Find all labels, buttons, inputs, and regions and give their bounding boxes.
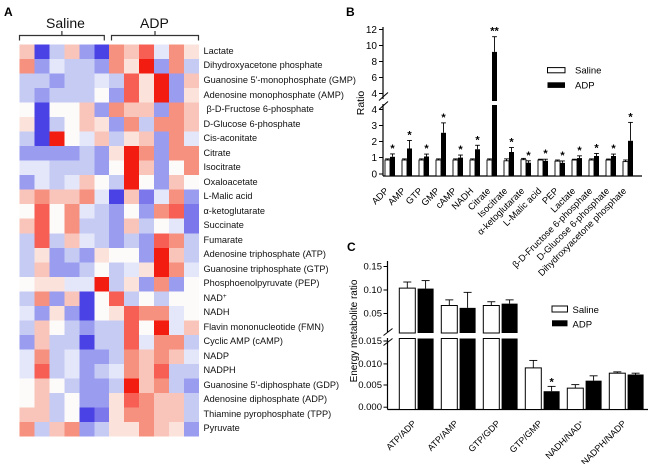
svg-text:**: ** [490, 26, 499, 38]
svg-text:Energy metabolite ratio: Energy metabolite ratio [349, 279, 360, 382]
svg-text:ADP: ADP [575, 81, 595, 92]
svg-text:0.10: 0.10 [364, 285, 383, 296]
svg-text:0.15: 0.15 [364, 262, 383, 273]
svg-text:*: * [628, 111, 633, 123]
svg-text:Ratio: Ratio [355, 91, 367, 116]
svg-text:Saline: Saline [575, 66, 601, 77]
svg-text:*: * [577, 145, 582, 157]
svg-text:NADPH/NADP: NADPH/NADP [579, 418, 628, 464]
svg-text:GTP/GDP: GTP/GDP [466, 418, 502, 454]
svg-text:*: * [543, 148, 548, 160]
svg-text:4: 4 [371, 89, 377, 100]
svg-text:0.015: 0.015 [358, 336, 382, 347]
svg-text:6: 6 [371, 73, 377, 84]
svg-text:0.05: 0.05 [364, 309, 383, 320]
svg-text:ATP/AMP: ATP/AMP [425, 418, 460, 453]
svg-text:4: 4 [371, 105, 377, 116]
svg-text:0: 0 [371, 170, 377, 181]
svg-text:*: * [407, 129, 412, 141]
svg-text:Saline: Saline [573, 305, 599, 316]
svg-text:*: * [509, 137, 514, 149]
svg-text:ADP: ADP [573, 319, 593, 330]
svg-text:10: 10 [366, 41, 378, 52]
svg-text:GTP/GMP: GTP/GMP [508, 418, 544, 454]
svg-text:*: * [594, 142, 599, 154]
svg-text:*: * [560, 150, 565, 162]
svg-text:0.000: 0.000 [358, 402, 382, 413]
svg-text:NADH/NAD+: NADH/NAD+ [543, 418, 586, 461]
svg-text:*: * [526, 150, 531, 162]
svg-text:*: * [424, 143, 429, 155]
svg-text:8: 8 [371, 57, 377, 68]
svg-text:*: * [458, 144, 463, 156]
svg-text:0.005: 0.005 [358, 380, 382, 391]
svg-text:*: * [441, 112, 446, 124]
svg-text:*: * [475, 134, 480, 146]
svg-text:1: 1 [371, 153, 377, 164]
svg-text:12: 12 [366, 25, 378, 36]
svg-text:*: * [390, 143, 395, 155]
svg-text:3: 3 [371, 121, 377, 132]
svg-text:2: 2 [371, 137, 377, 148]
svg-text:*: * [611, 143, 616, 155]
svg-text:0.010: 0.010 [358, 359, 382, 370]
svg-text:*: * [549, 376, 554, 388]
svg-text:ATP/ADP: ATP/ADP [384, 418, 418, 452]
